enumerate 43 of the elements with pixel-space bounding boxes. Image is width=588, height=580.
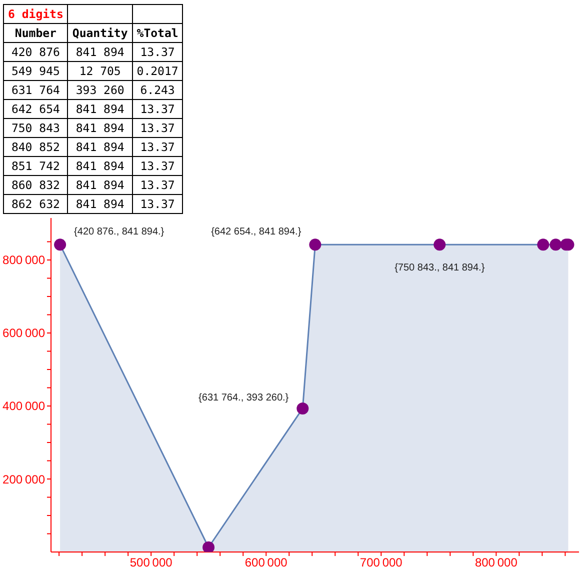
annotation: {642 654., 841 894.} [211, 226, 302, 238]
annotation: {750 843., 841 894.} [394, 262, 486, 274]
x-tick-label: 800 000 [474, 556, 518, 570]
annotation: {420 876., 841 894.} [74, 226, 165, 238]
text: 860 832 [4, 176, 68, 194]
text: 0.2017 [132, 62, 183, 80]
text: 841 894 [68, 194, 132, 214]
text: 13.37 [132, 118, 183, 138]
text: 840 852 [4, 138, 68, 156]
y-tick-label: 800 000 [2, 253, 46, 268]
annotation: {631 764., 393 260.} [198, 392, 290, 404]
text: %Total [132, 24, 183, 42]
text: 841 894 [68, 100, 132, 118]
y-tick-label: 400 000 [2, 399, 46, 414]
text: 13.37 [132, 176, 183, 194]
text: 841 894 [68, 118, 132, 138]
text: 851 742 [4, 156, 68, 176]
y-tick-label: 600 000 [2, 326, 46, 340]
text: 841 894 [68, 176, 132, 194]
text: 420 876 [4, 42, 68, 62]
text: 13.37 [132, 138, 183, 156]
x-tick-label: 500 000 [130, 556, 173, 570]
text: 6 digits [4, 4, 68, 24]
text: 841 894 [68, 156, 132, 176]
x-tick-label: 700 000 [360, 556, 403, 570]
text: 12 705 [68, 62, 132, 80]
text: 631 764 [4, 80, 68, 100]
text: 549 945 [4, 62, 68, 80]
text: 750 843 [4, 118, 68, 138]
text: 642 654 [4, 100, 68, 118]
x-tick-label: 600 000 [244, 556, 288, 570]
y-tick-label: 200 000 [2, 472, 46, 486]
text: 6.243 [132, 80, 183, 100]
text: Quantity [68, 24, 132, 42]
text: 862 632 [4, 194, 68, 214]
text: Number [4, 24, 68, 42]
text: 13.37 [132, 156, 183, 176]
text: 13.37 [132, 42, 183, 62]
text: 13.37 [132, 100, 183, 118]
text: 841 894 [68, 42, 132, 62]
text: 13.37 [132, 194, 183, 214]
text: 393 260 [68, 80, 132, 100]
text: 841 894 [68, 138, 132, 156]
